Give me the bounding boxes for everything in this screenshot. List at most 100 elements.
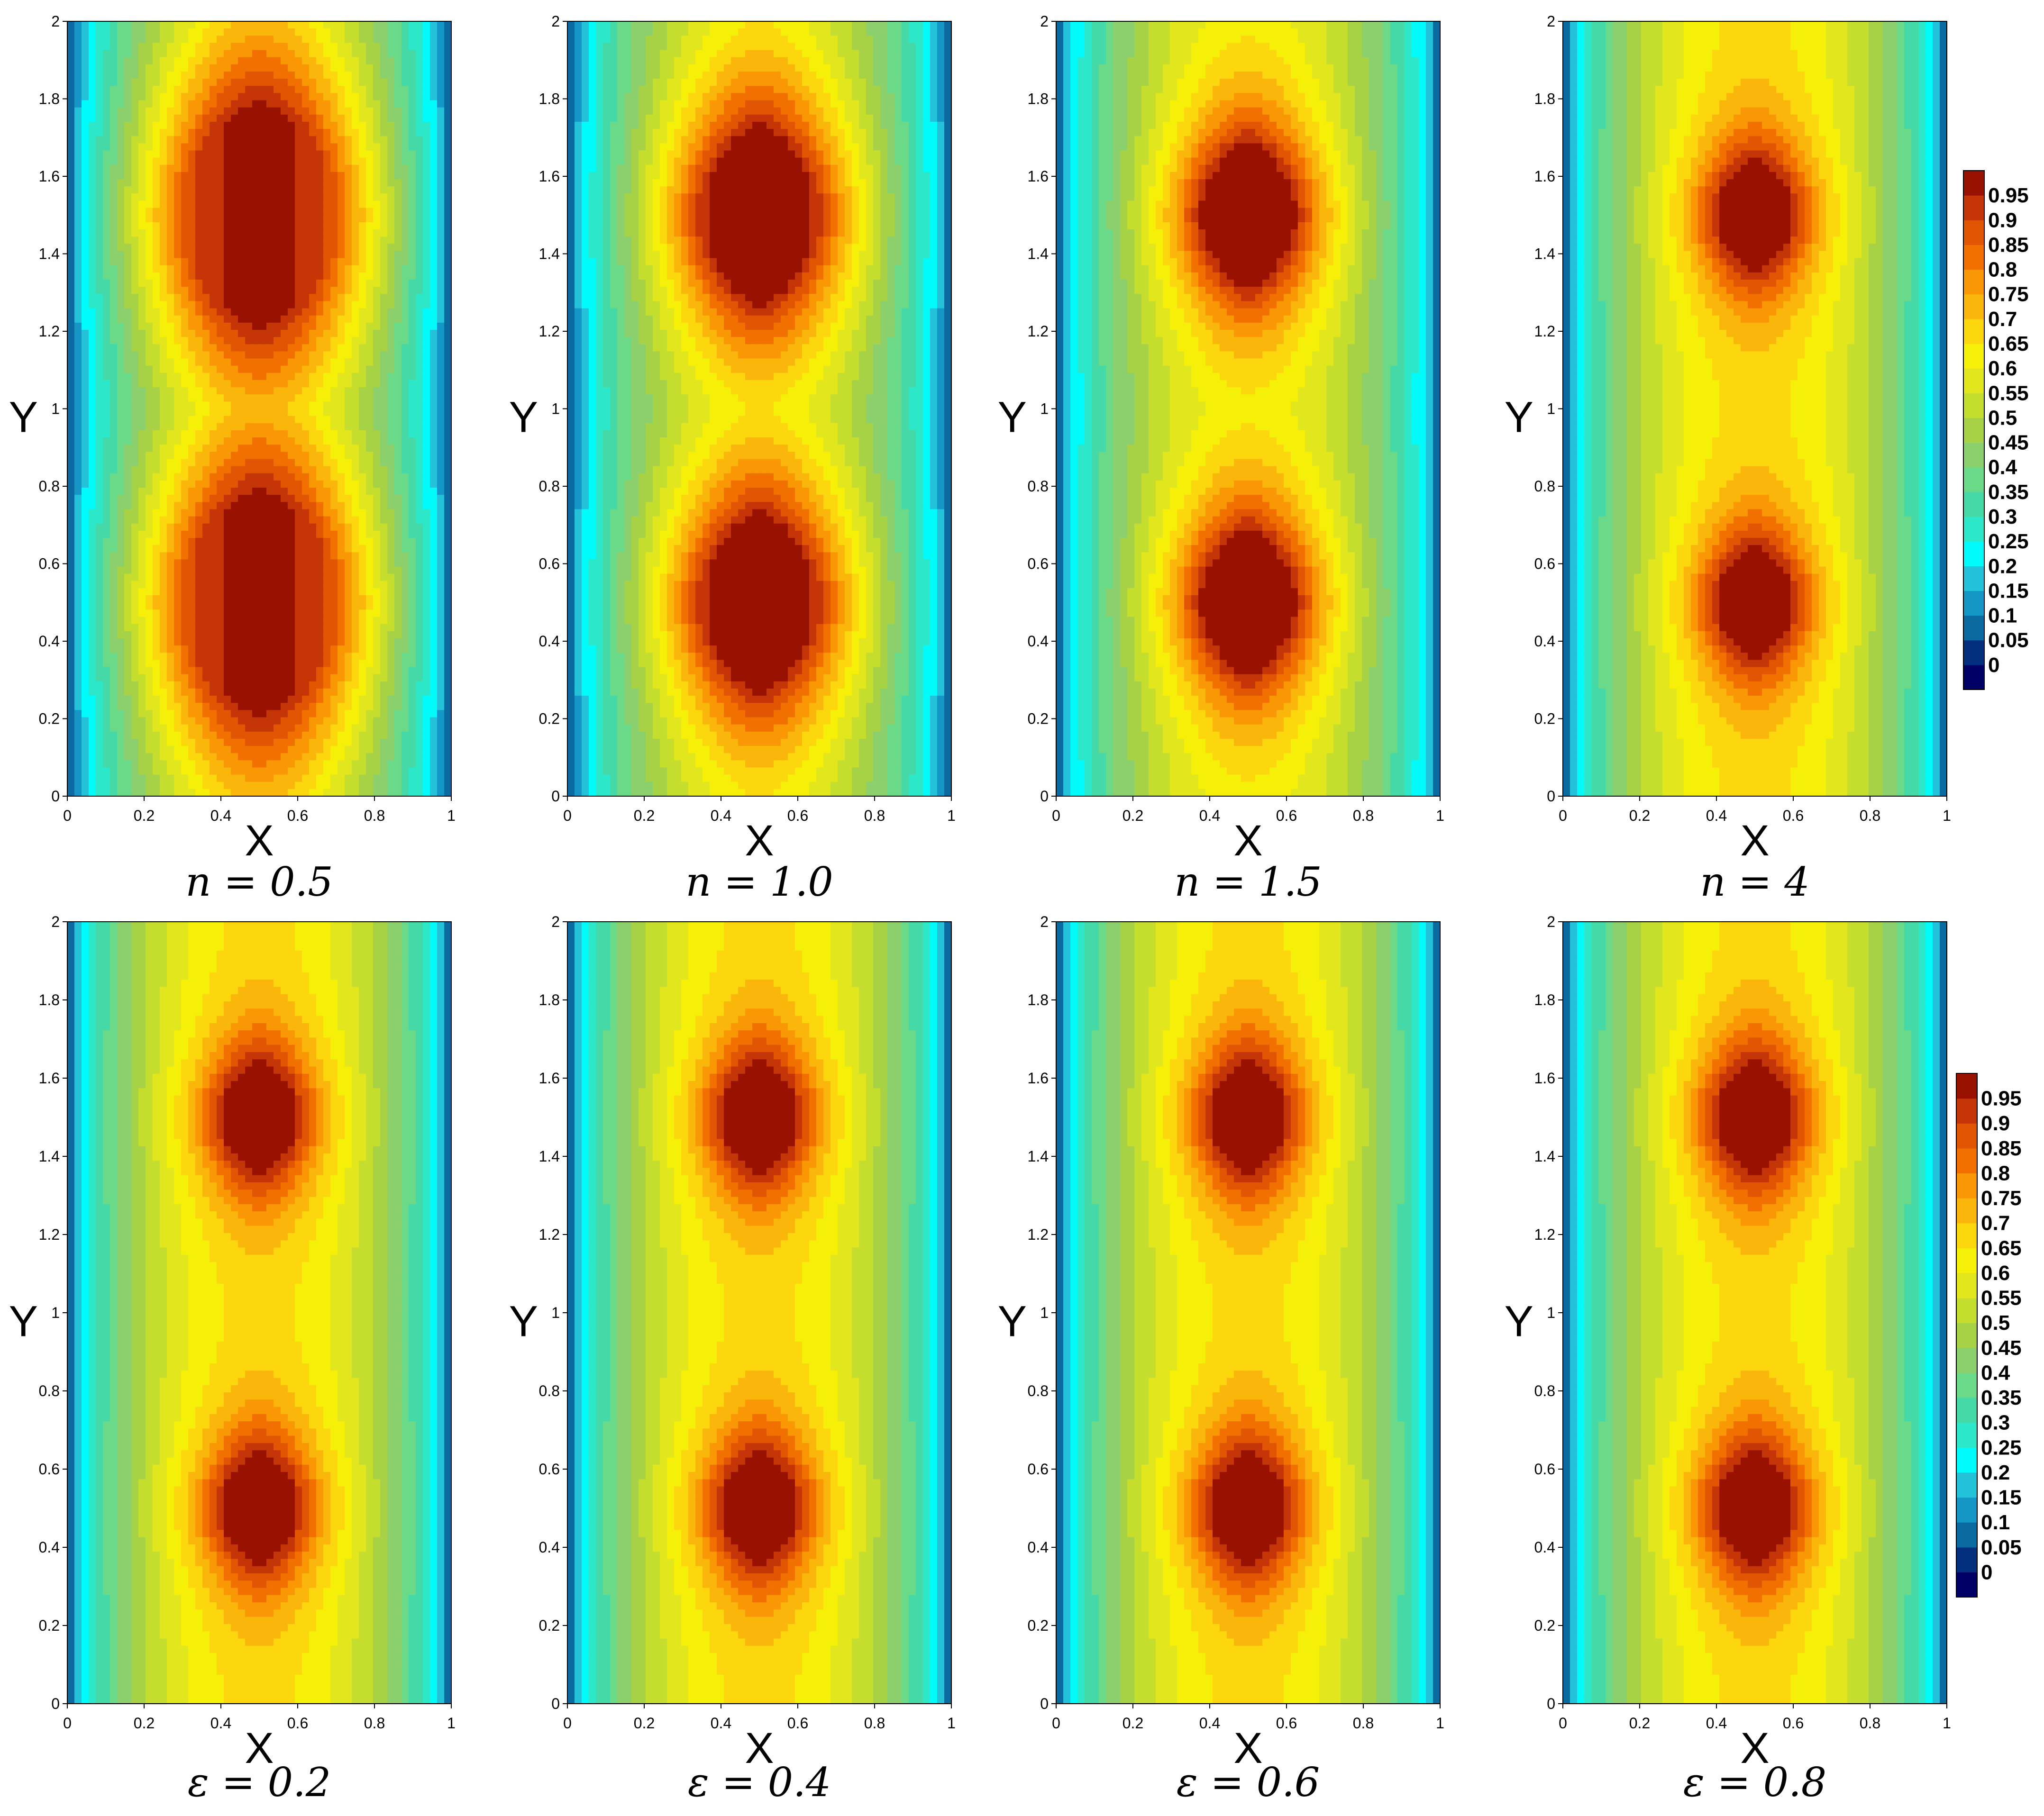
contour-cell [245,100,253,108]
contour-cell [153,86,160,93]
contour-cell [345,100,352,108]
contour-cell [409,93,416,100]
contour-cell [338,64,345,72]
contour-cell [402,57,409,65]
contour-cell [138,36,146,43]
contour-cell [366,50,374,58]
contour-cell [338,100,345,108]
contour-cell [195,21,203,29]
contour-cell [352,100,359,108]
contour-cell [167,43,174,50]
contour-cell [416,100,423,108]
contour-cell [74,28,82,36]
contour-cell [359,64,366,72]
contour-cell [210,43,217,50]
contour-cell [96,50,103,58]
contour-cell [266,100,274,108]
contour-cell [423,57,430,65]
contour-cell [394,86,402,93]
contour-cell [153,100,160,108]
contour-cell [195,57,203,65]
contour-cell [224,79,231,86]
contour-cell [146,50,153,58]
contour-cell [430,72,438,79]
contour-cell [110,64,118,72]
contour-cell [430,43,438,50]
contour-cell [338,86,345,93]
contour-cell [202,79,210,86]
contour-cell [252,28,260,36]
contour-cell [352,79,359,86]
contour-cell [202,108,210,115]
contour-cell [195,72,203,79]
contour-cell [359,86,366,93]
contour-cell [224,72,231,79]
contour-cell [231,43,238,50]
contour-cell [288,108,295,115]
contour-cell [210,86,217,93]
contour-cell [409,50,416,58]
contour-cell [89,100,96,108]
contour-cell [252,50,260,58]
contour-cell [217,36,224,43]
contour-cell [82,79,89,86]
contour-cell [210,50,217,58]
contour-cell [316,100,324,108]
contour-cell [288,57,295,65]
contour-cell [316,50,324,58]
contour-cell [330,28,338,36]
contour-cell [444,21,452,29]
contour-cell [302,72,310,79]
contour-cell [210,100,217,108]
contour-cell [266,36,274,43]
contour-cell [110,57,118,65]
contour-cell [74,79,82,86]
contour-cell [202,57,210,65]
contour-cell [345,36,352,43]
contour-cell [202,43,210,50]
contour-cell [117,57,125,65]
contour-cell [281,93,288,100]
contour-cell [309,93,317,100]
contour-cell [146,43,153,50]
contour-cell [167,57,174,65]
contour-cell [316,28,324,36]
contour-cell [160,64,167,72]
contour-cell [110,93,118,100]
contour-cell [167,36,174,43]
contour-cell [423,72,430,79]
contour-cell [74,21,82,29]
contour-cell [352,57,359,65]
contour-cell [394,100,402,108]
contour-cell [103,79,110,86]
contour-cell [309,21,317,29]
contour-cell [423,50,430,58]
contour-cell [330,79,338,86]
contour-cell [323,36,331,43]
contour-cell [352,21,359,29]
contour-cell [387,28,395,36]
contour-cell [316,57,324,65]
contour-cell [117,86,125,93]
contour-cell [387,100,395,108]
contour-cell [394,93,402,100]
contour-cell [309,64,317,72]
contour-cell [338,57,345,65]
contour-cell [117,100,125,108]
contour-cell [437,79,445,86]
contour-cell [160,79,167,86]
contour-cell [266,50,274,58]
contour-cell [259,86,267,93]
contour-cell [117,79,125,86]
contour-cell [188,86,196,93]
contour-cell [409,36,416,43]
contour-cell [188,72,196,79]
contour-cell [259,64,267,72]
contour-cell [359,50,366,58]
contour-cell [117,64,125,72]
contour-cell [174,79,182,86]
contour-cell [345,21,352,29]
contour-cell [82,57,89,65]
contour-cell [210,93,217,100]
contour-cell [160,28,167,36]
